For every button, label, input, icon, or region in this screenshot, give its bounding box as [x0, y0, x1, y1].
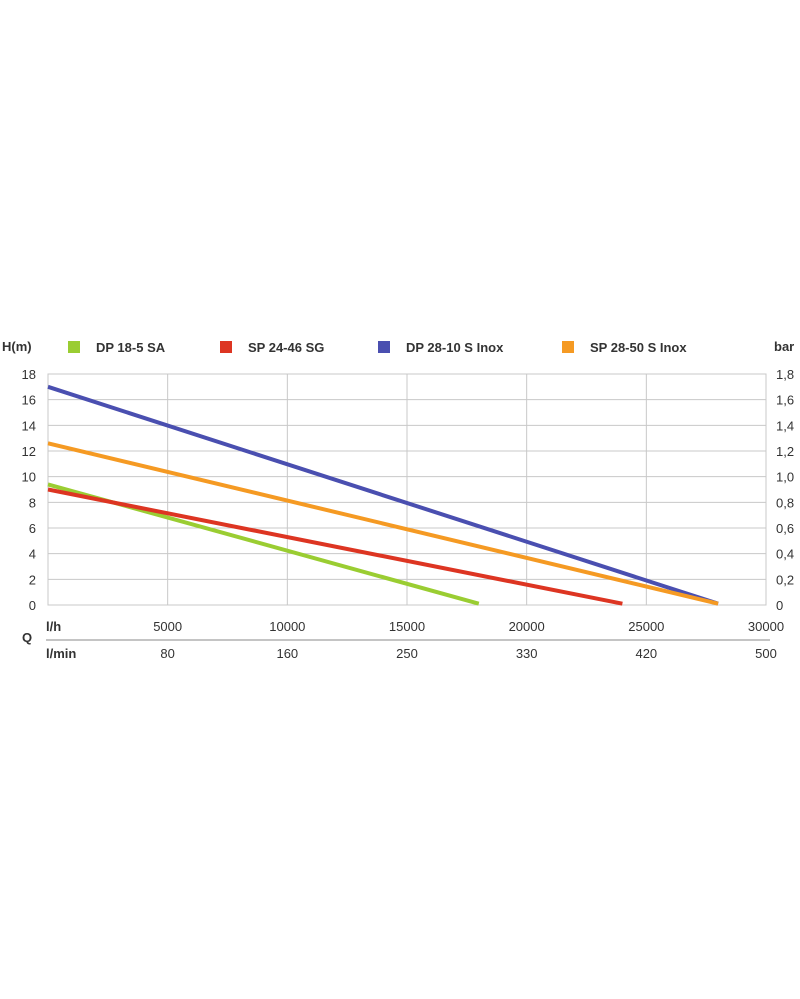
x-ticks-lmin: 80 160 250 330 420 500 [160, 646, 776, 661]
series-lines [47, 384, 719, 606]
y-left-tick-label: 2 [29, 572, 36, 587]
legend-label: SP 24-46 SG [248, 340, 324, 355]
y-right-tick-label: 1,0 [776, 470, 794, 485]
y-left-tick-label: 12 [22, 444, 36, 459]
y-right-tick-label: 1,8 [776, 367, 794, 382]
y-left-tick-label: 18 [22, 367, 36, 382]
x-tick-label-lh: 20000 [509, 619, 545, 634]
y-right-tick-label: 0,6 [776, 521, 794, 536]
y-left-tick-label: 4 [29, 547, 36, 562]
y-right-tick-label: 0,2 [776, 572, 794, 587]
series-line-2 [47, 487, 623, 606]
y-right-tick-label: 1,6 [776, 393, 794, 408]
y-right-tick-label: 0 [776, 598, 783, 613]
x-unit-lmin: l/min [46, 646, 76, 661]
x-tick-label-lmin: 160 [276, 646, 298, 661]
legend-swatch [220, 341, 232, 353]
y-right-axis-label: bar [774, 339, 794, 354]
x-tick-label-lh: 25000 [628, 619, 664, 634]
y-left-tick-label: 8 [29, 495, 36, 510]
series-line-4 [47, 441, 719, 606]
y-left-tick-label: 6 [29, 521, 36, 536]
legend-swatch [378, 341, 390, 353]
y-left-ticks: 0 2 4 6 8 10 12 14 16 18 [22, 367, 36, 613]
legend-label: DP 18-5 SA [96, 340, 166, 355]
x-tick-label-lmin: 330 [516, 646, 538, 661]
y-left-tick-label: 16 [22, 393, 36, 408]
legend-swatch [562, 341, 574, 353]
y-right-ticks: 0 0,2 0,4 0,6 0,8 1,0 1,2 1,4 1,6 1,8 [776, 367, 794, 613]
y-right-tick-label: 1,2 [776, 444, 794, 459]
series-line-3 [47, 384, 719, 606]
x-tick-label-lh: 15000 [389, 619, 425, 634]
x-tick-label-lmin: 500 [755, 646, 777, 661]
x-quantity-label: Q [22, 630, 32, 645]
y-right-tick-label: 0,8 [776, 495, 794, 510]
y-left-tick-label: 0 [29, 598, 36, 613]
x-tick-label-lh: 30000 [748, 619, 784, 634]
x-tick-label-lh: 10000 [269, 619, 305, 634]
y-left-tick-label: 10 [22, 470, 36, 485]
y-right-tick-label: 1,4 [776, 418, 794, 433]
x-ticks-lh: 5000 10000 15000 20000 25000 30000 [153, 619, 784, 634]
legend-label: DP 28-10 S Inox [406, 340, 504, 355]
legend-swatch [68, 341, 80, 353]
x-tick-label-lmin: 420 [635, 646, 657, 661]
grid [47, 373, 767, 606]
x-tick-label-lmin: 250 [396, 646, 418, 661]
legend: DP 18-5 SA SP 24-46 SG DP 28-10 S Inox SP 2… [68, 340, 687, 355]
x-unit-lh: l/h [46, 619, 61, 634]
x-tick-label-lh: 5000 [153, 619, 182, 634]
y-right-tick-label: 0,4 [776, 547, 794, 562]
y-left-axis-label: H(m) [2, 339, 32, 354]
y-left-tick-label: 14 [22, 418, 36, 433]
x-tick-label-lmin: 80 [160, 646, 174, 661]
legend-label: SP 28-50 S Inox [590, 340, 687, 355]
